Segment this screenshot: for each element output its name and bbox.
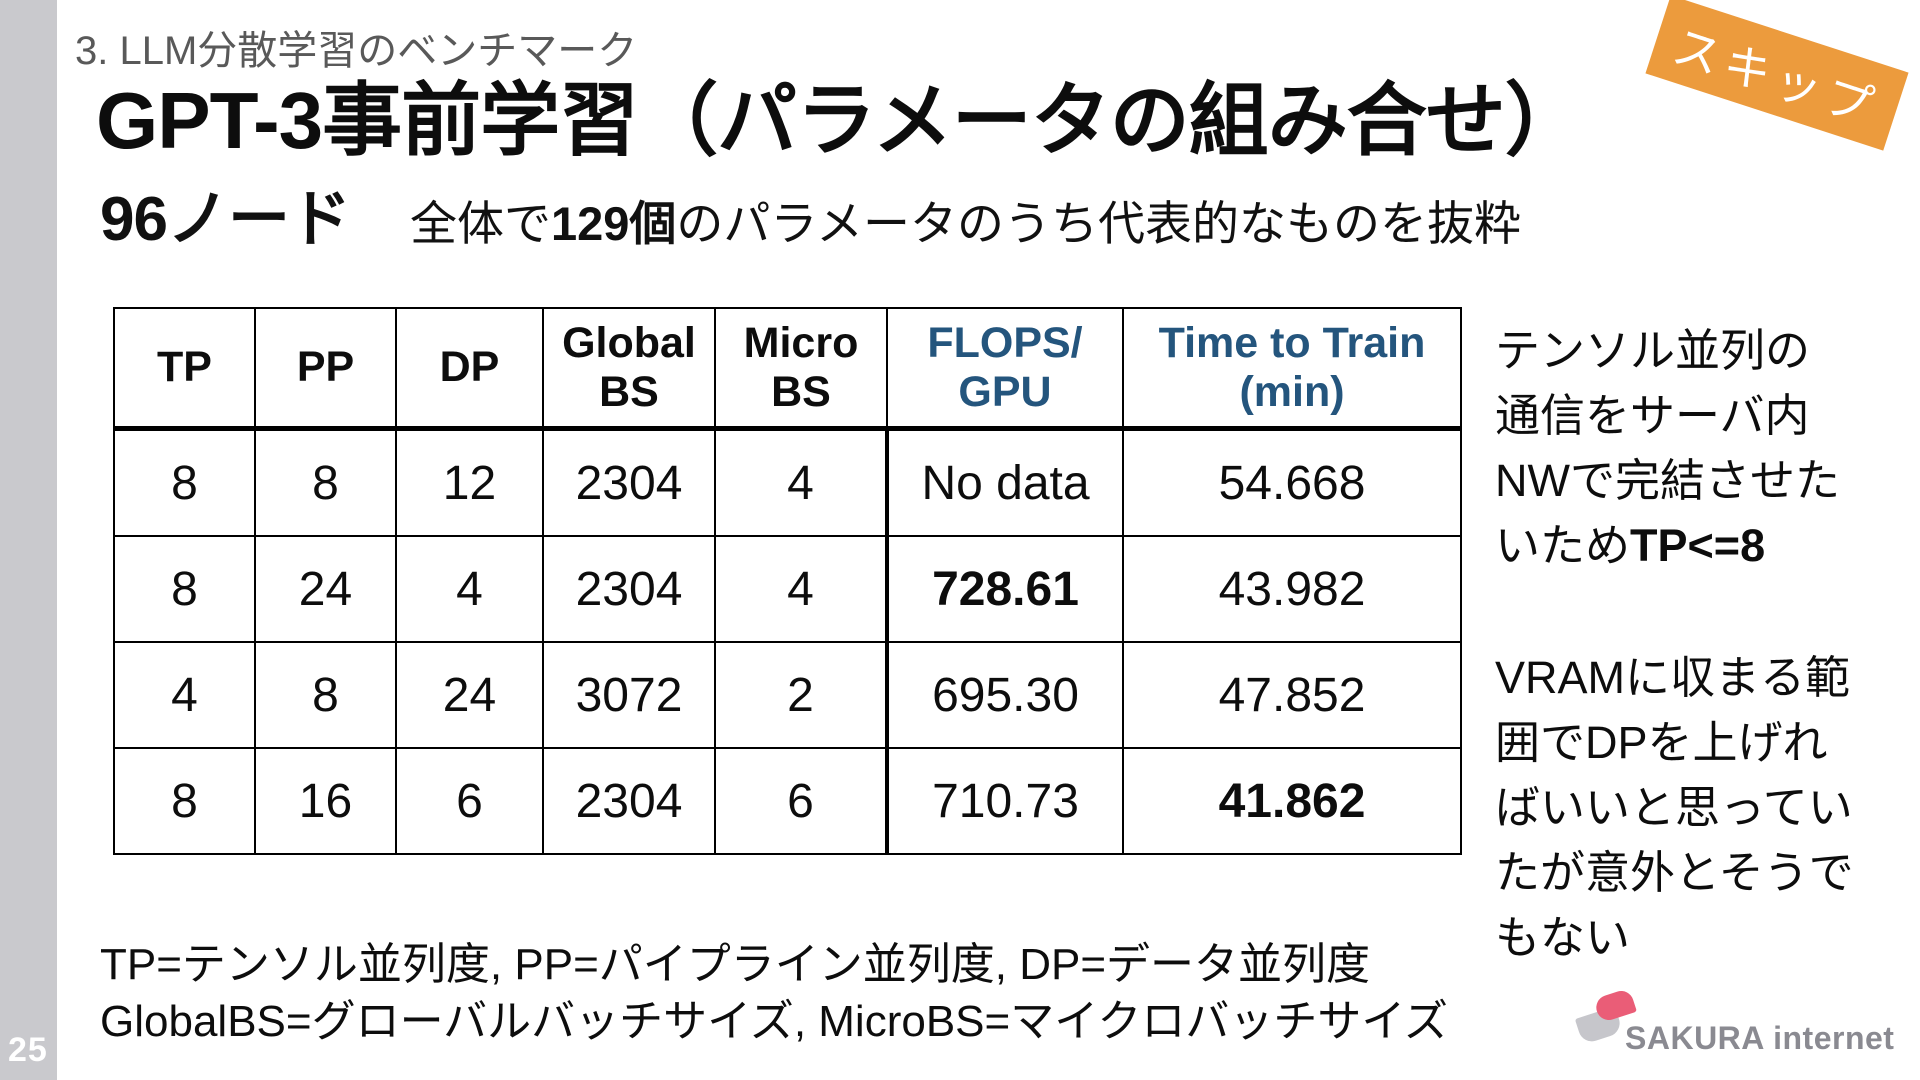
cell-tp: 8 (113, 427, 256, 537)
cell-global-bs: 3072 (542, 641, 716, 749)
table-row: 8 8 12 2304 4 No data 54.668 (113, 427, 1462, 537)
cell-micro-bs: 6 (714, 747, 888, 855)
col-header-global-bs: Global BS (542, 307, 716, 431)
cell-pp: 24 (254, 535, 397, 643)
cell-flops-gpu: 695.30 (885, 641, 1124, 749)
col-header-flops-gpu: FLOPS/ GPU (886, 307, 1124, 431)
cell-global-bs: 2304 (542, 427, 716, 537)
benchmark-table: TP PP DP Global BS Micro BS FLOPS/ GPU T… (113, 307, 1462, 855)
note-tensor-parallel: テンソル並列の 通信をサーバ内 NWで完結させた いためTP<=8 (1495, 318, 1915, 578)
cell-time-to-train: 54.668 (1122, 427, 1462, 537)
cell-dp: 6 (395, 747, 544, 855)
note-vram-dp: VRAMに収まる範 囲でDPを上げれ ばいいと思ってい たが意外とそうで もない (1495, 652, 1854, 963)
subtitle-pre: 全体で (409, 197, 551, 250)
footnote-line-1: TP=テンソル並列度, PP=パイプライン並列度, DP=データ並列度 (100, 940, 1371, 989)
cell-tp: 4 (113, 641, 256, 749)
cell-dp: 12 (395, 427, 544, 537)
node-count: 96ノード (100, 185, 351, 254)
table-row: 8 16 6 2304 6 710.73 41.862 (113, 747, 1462, 855)
col-header-micro-bs: Micro BS (714, 307, 888, 431)
table-row: 4 8 24 3072 2 695.30 47.852 (113, 641, 1462, 749)
cell-pp: 8 (254, 641, 397, 749)
page-number: 25 (8, 1031, 48, 1069)
sidebar-strip: 25 (0, 0, 57, 1080)
cell-global-bs: 2304 (542, 535, 716, 643)
cell-micro-bs: 4 (714, 427, 888, 537)
col-header-tp: TP (113, 307, 256, 431)
note1-text: テンソル並列の 通信をサーバ内 NWで完結させた いため (1495, 325, 1840, 571)
cell-pp: 8 (254, 427, 397, 537)
cell-pp: 16 (254, 747, 397, 855)
cell-tp: 8 (113, 747, 256, 855)
table-row: 8 24 4 2304 4 728.61 43.982 (113, 535, 1462, 643)
subtitle: 96ノード 全体で129個のパラメータのうち代表的なものを抜粋 (100, 168, 1521, 258)
cell-global-bs: 2304 (542, 747, 716, 855)
cell-flops-gpu: 710.73 (885, 747, 1124, 855)
footnotes: TP=テンソル並列度, PP=パイプライン並列度, DP=データ並列度 Glob… (100, 936, 1448, 1050)
footnote-line-2: GlobalBS=グローバルバッチサイズ, MicroBS=マイクロバッチサイズ (100, 997, 1449, 1046)
col-header-time-to-train: Time to Train (min) (1122, 307, 1462, 431)
cell-time-to-train-best: 41.862 (1122, 747, 1462, 855)
cell-dp: 4 (395, 535, 544, 643)
cell-time-to-train: 43.982 (1122, 535, 1462, 643)
subtitle-bold: 129個 (550, 197, 677, 250)
cell-tp: 8 (113, 535, 256, 643)
cell-flops-gpu: No data (885, 427, 1124, 537)
slide-title: GPT-3事前学習（パラメータの組み合せ） (96, 76, 1585, 165)
cell-flops-gpu-best: 728.61 (885, 535, 1124, 643)
cell-micro-bs: 4 (714, 535, 888, 643)
sakura-internet-logo: SAKURA internet (1574, 987, 1908, 1060)
cell-dp: 24 (395, 641, 544, 749)
cell-time-to-train: 47.852 (1122, 641, 1462, 749)
logo-text: SAKURA internet (1625, 1020, 1895, 1056)
subtitle-post: のパラメータのうち代表的なものを抜粋 (676, 197, 1521, 250)
col-header-dp: DP (395, 307, 544, 431)
section-kicker: 3. LLM分散学習のベンチマーク (75, 29, 638, 73)
subtitle-text: 全体で129個のパラメータのうち代表的なものを抜粋 (410, 185, 1521, 254)
cell-micro-bs: 2 (714, 641, 888, 749)
table-header-row: TP PP DP Global BS Micro BS FLOPS/ GPU T… (113, 307, 1462, 431)
col-header-pp: PP (254, 307, 397, 431)
note1-bold: TP<=8 (1630, 520, 1766, 571)
